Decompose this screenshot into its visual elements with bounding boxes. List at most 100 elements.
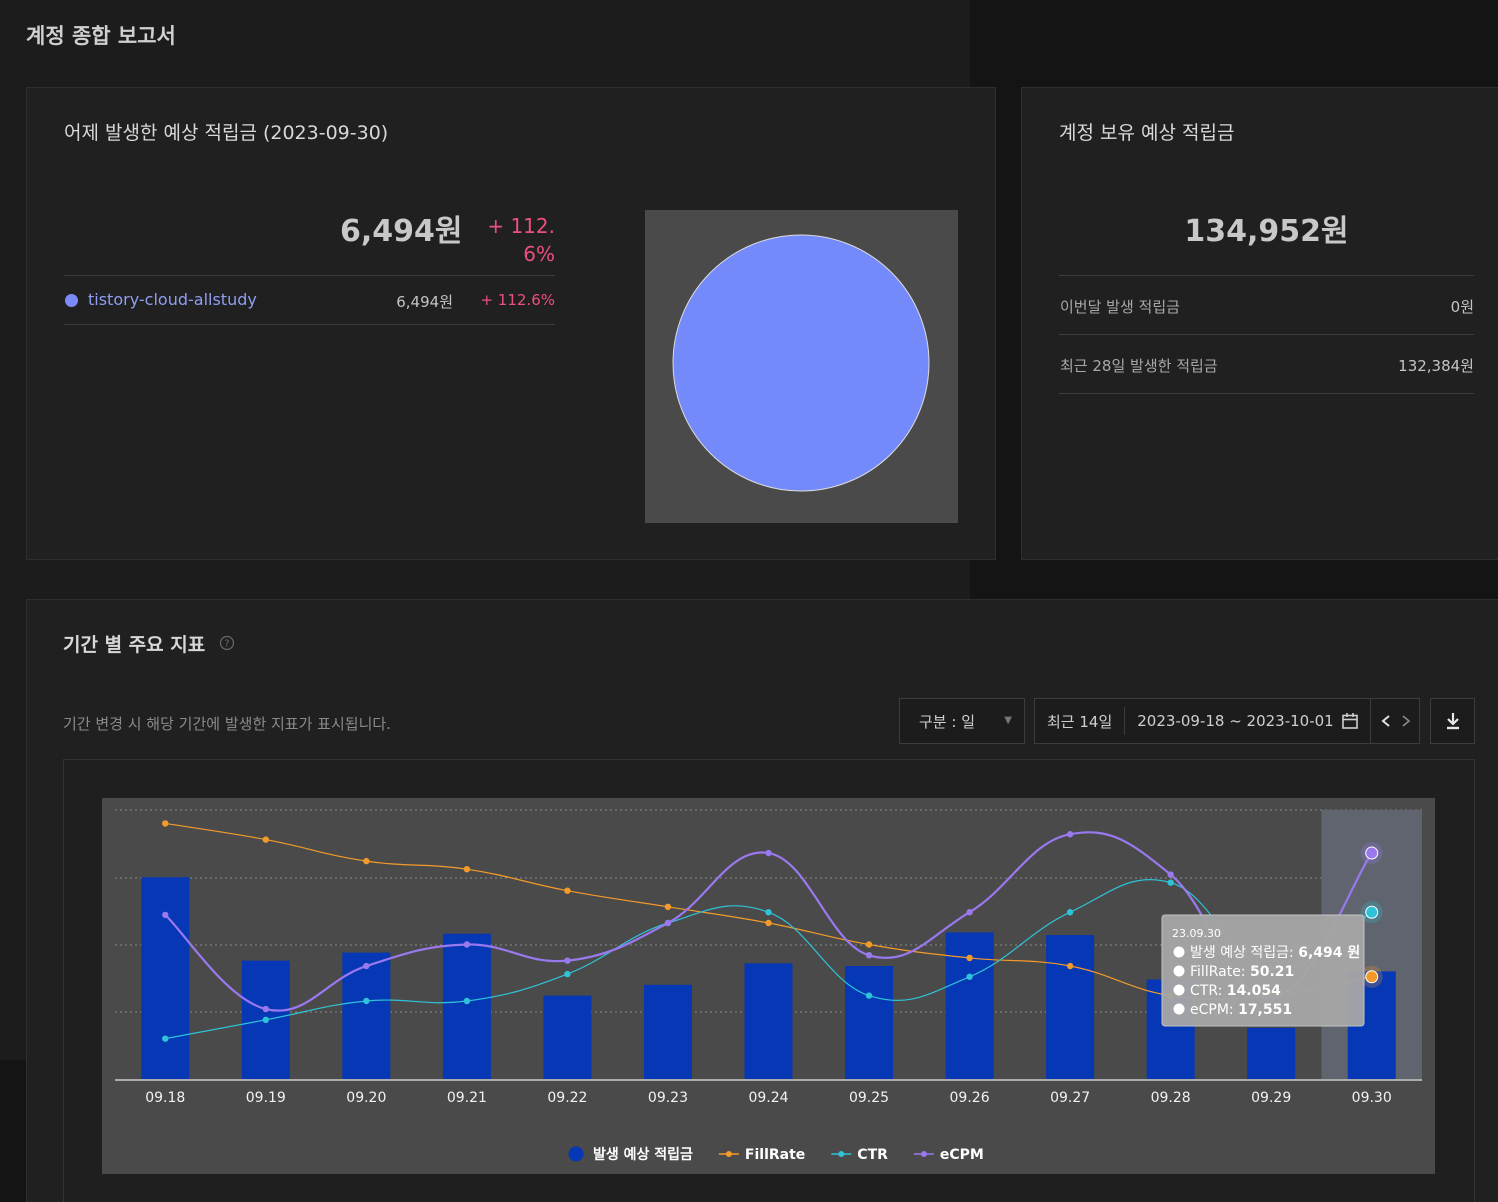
legend-swatch-dot <box>920 1151 927 1157</box>
site-amount: 6,494원 <box>396 293 453 311</box>
tooltip-row: eCPM: 17,551 <box>1190 1002 1292 1018</box>
bar-09.21[interactable] <box>442 933 491 1079</box>
point-fillrate-09.23[interactable] <box>664 903 672 911</box>
point-ecpm-09.27[interactable] <box>1066 831 1074 838</box>
download-icon <box>1446 713 1459 730</box>
point-ctr-09.22[interactable] <box>564 970 571 978</box>
caret-down-icon: ▼ <box>1004 715 1012 726</box>
point-ctr-09.20[interactable] <box>363 997 370 1005</box>
date-nav-divider <box>1370 699 1371 743</box>
account-card-title: 계정 보유 예상 적립금 <box>1059 122 1235 144</box>
point-ecpm-09.25[interactable] <box>865 952 873 959</box>
range-preset[interactable]: 최근 14일 <box>1035 707 1126 735</box>
bar-09.26[interactable] <box>945 932 994 1079</box>
x-tick-label: 09.21 <box>447 1090 487 1106</box>
point-fillrate-09.22[interactable] <box>564 887 571 894</box>
legend-label: 발생 예상 적립금 <box>593 1146 693 1163</box>
last-28-days-label: 최근 28일 발생한 적립금 <box>1060 357 1218 375</box>
account-earnings-card: 계정 보유 예상 적립금 134,952원 이번달 발생 적립금 0원 최근 2… <box>1021 87 1498 560</box>
x-tick-label: 09.28 <box>1151 1090 1191 1106</box>
point-ctr-09.30[interactable] <box>1365 905 1379 919</box>
chart-tooltip <box>1161 914 1365 1027</box>
point-ecpm-09.23[interactable] <box>664 919 672 927</box>
date-range-text[interactable]: 2023-09-18 ~ 2023-10-01 <box>1137 712 1334 730</box>
site-link[interactable]: tistory-cloud-allstudy <box>88 290 257 309</box>
legend-swatch <box>568 1146 584 1162</box>
x-tick-label: 09.25 <box>849 1090 889 1106</box>
bar-09.24[interactable] <box>744 963 793 1079</box>
point-fillrate-09.20[interactable] <box>363 857 370 865</box>
point-ctr-09.24[interactable] <box>765 909 772 916</box>
tooltip-bullet <box>1173 965 1185 977</box>
point-ecpm-09.20[interactable] <box>363 962 370 970</box>
point-fillrate-09.26[interactable] <box>966 954 973 962</box>
metrics-combo-chart[interactable]: 09.18 09.19 09.20 09.21 09.22 09.23 09.24 09.25… <box>102 798 1435 1174</box>
earnings-pie-chart <box>645 210 958 523</box>
granularity-select[interactable]: 구분 : 일 ▼ <box>899 698 1025 744</box>
legend-label: eCPM <box>940 1147 984 1163</box>
legend-item-fillrate[interactable]: FillRate <box>718 1147 805 1163</box>
tooltip-bullet <box>1173 946 1185 958</box>
bar-09.29[interactable] <box>1247 1027 1296 1079</box>
account-amount: 134,952원 <box>1184 214 1349 249</box>
x-tick-label: 09.18 <box>145 1090 185 1106</box>
divider <box>64 324 555 325</box>
x-tick-label: 09.19 <box>246 1090 286 1106</box>
yesterday-card-title: 어제 발생한 예상 적립금 (2023-09-30) <box>64 122 389 144</box>
legend-label: CTR <box>857 1147 888 1163</box>
legend-item-ctr[interactable]: CTR <box>831 1147 888 1163</box>
point-ecpm-09.30[interactable] <box>1365 846 1379 860</box>
bar-09.18[interactable] <box>141 877 190 1079</box>
legend-swatch-dot <box>725 1151 732 1157</box>
legend-item-발생 예상 적립금[interactable]: 발생 예상 적립금 <box>568 1146 694 1163</box>
bar-09.22[interactable] <box>543 995 592 1079</box>
point-fillrate-09.27[interactable] <box>1066 962 1074 970</box>
point-fillrate-09.21[interactable] <box>463 865 471 873</box>
chevron-right-icon[interactable] <box>1399 713 1413 729</box>
point-ctr-09.21[interactable] <box>463 997 471 1005</box>
point-ctr-09.18[interactable] <box>162 1035 169 1042</box>
divider <box>64 275 555 276</box>
point-ecpm-09.24[interactable] <box>765 849 772 857</box>
point-ecpm-09.18[interactable] <box>162 911 169 919</box>
point-fillrate-09.25[interactable] <box>865 941 873 948</box>
x-tick-label: 09.20 <box>346 1090 386 1106</box>
question-circle-icon[interactable]: ? <box>219 635 235 651</box>
point-ctr-09.25[interactable] <box>865 992 873 999</box>
yesterday-amount: 6,494원 <box>340 214 463 249</box>
point-ecpm-09.21[interactable] <box>463 941 471 948</box>
bar-09.23[interactable] <box>643 984 692 1079</box>
point-ecpm-09.19[interactable] <box>262 1005 270 1013</box>
site-change: + 112.6% <box>480 291 555 309</box>
point-ecpm-09.26[interactable] <box>966 909 973 916</box>
x-tick-label: 09.29 <box>1251 1090 1291 1106</box>
point-ctr-09.28[interactable] <box>1167 879 1174 886</box>
bar-09.25[interactable] <box>845 966 894 1079</box>
tooltip-row: 발생 예상 적립금: 6,494 원 <box>1190 945 1360 961</box>
point-fillrate-09.19[interactable] <box>262 836 270 843</box>
point-fillrate-09.18[interactable] <box>162 820 169 827</box>
divider <box>1059 275 1474 276</box>
bar-09.20[interactable] <box>342 952 391 1079</box>
point-fillrate-09.30[interactable] <box>1365 970 1379 984</box>
x-tick-label: 09.27 <box>1050 1090 1090 1106</box>
divider <box>1059 393 1474 394</box>
this-month-label: 이번달 발생 적립금 <box>1060 298 1180 316</box>
point-ecpm-09.22[interactable] <box>564 957 571 964</box>
tooltip-row: CTR: 14.054 <box>1190 983 1281 999</box>
date-range-picker[interactable]: 최근 14일 2023-09-18 ~ 2023-10-01 <box>1034 698 1420 744</box>
download-button[interactable] <box>1430 698 1475 744</box>
legend-item-ecpm[interactable]: eCPM <box>913 1147 984 1163</box>
yesterday-change: + 112. 6% <box>467 212 555 268</box>
calendar-icon[interactable] <box>1341 712 1359 730</box>
divider <box>1059 334 1474 335</box>
point-ctr-09.19[interactable] <box>262 1016 270 1024</box>
chevron-left-icon[interactable] <box>1379 713 1393 729</box>
bar-09.27[interactable] <box>1046 935 1095 1079</box>
point-ctr-09.26[interactable] <box>966 973 973 980</box>
point-ecpm-09.28[interactable] <box>1167 871 1174 878</box>
metrics-title: 기간 별 주요 지표 <box>63 634 206 656</box>
point-fillrate-09.24[interactable] <box>765 919 772 927</box>
pie-slice <box>672 234 930 492</box>
point-ctr-09.27[interactable] <box>1066 909 1074 916</box>
